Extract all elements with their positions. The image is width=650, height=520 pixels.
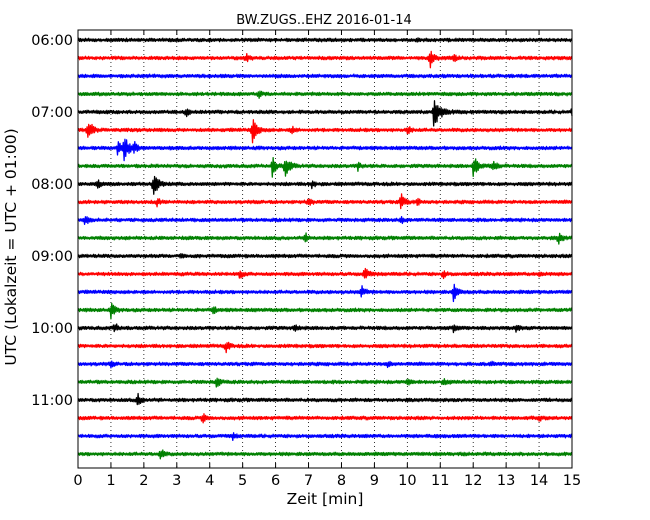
y-tick-label: 08:00 [31,177,73,193]
x-tick-label: 12 [464,473,482,489]
y-tick-label: 09:00 [31,249,73,265]
y-tick-label: 07:00 [31,105,73,121]
x-tick-label: 1 [106,473,115,489]
trace-0915 [77,267,573,280]
plot-frame [77,29,573,469]
y-tick-label: 11:00 [31,393,73,409]
x-tick-label: 15 [563,473,581,489]
x-tick-label: 8 [337,473,346,489]
trace-1015 [77,341,573,354]
y-axis-ticks: 06:00 07:00 08:00 09:00 10:00 11:00 [31,33,572,409]
trace-0945 [77,302,573,320]
trace-0700 [77,100,573,127]
trace-0715 [77,119,573,144]
x-tick-label: 5 [238,473,247,489]
x-tick-label: 3 [172,473,181,489]
trace-0615 [77,50,573,69]
chart-title: BW.ZUGS..EHZ 2016-01-14 [236,13,412,28]
x-tick-label: 0 [73,473,82,489]
x-tick-label: 10 [398,473,416,489]
trace-0930 [77,283,573,303]
trace-1130 [77,432,573,442]
x-tick-label: 14 [530,473,548,489]
trace-0600 [77,37,573,43]
trace-0900 [77,252,573,259]
x-axis-ticks: 0 1 2 3 4 5 6 7 8 9 10 11 12 13 14 15 [73,30,581,489]
trace-0645 [77,90,573,99]
x-tick-label: 4 [205,473,214,489]
trace-0830 [77,215,573,225]
grid-lines [110,30,540,468]
trace-0845 [77,232,573,245]
trace-1145 [77,449,573,460]
trace-1115 [77,413,573,424]
trace-0745 [77,156,573,178]
trace-0730 [77,138,573,162]
y-axis-label: UTC (Lokalzeit = UTC + 01:00) [2,128,20,365]
trace-1100 [77,392,573,406]
x-tick-label: 7 [304,473,313,489]
trace-0815 [77,193,573,210]
x-tick-label: 11 [431,473,449,489]
trace-0630 [77,73,573,79]
x-tick-label: 9 [370,473,379,489]
y-tick-label: 10:00 [31,321,73,337]
trace-0800 [77,175,573,195]
trace-1045 [77,377,573,388]
x-tick-label: 6 [271,473,280,489]
x-axis-label: Zeit [min] [287,490,364,508]
x-tick-label: 2 [139,473,148,489]
x-tick-label: 13 [497,473,515,489]
seismic-traces [77,37,573,460]
y-tick-label: 06:00 [31,33,73,49]
trace-1030 [77,360,573,369]
trace-1000 [77,323,573,334]
